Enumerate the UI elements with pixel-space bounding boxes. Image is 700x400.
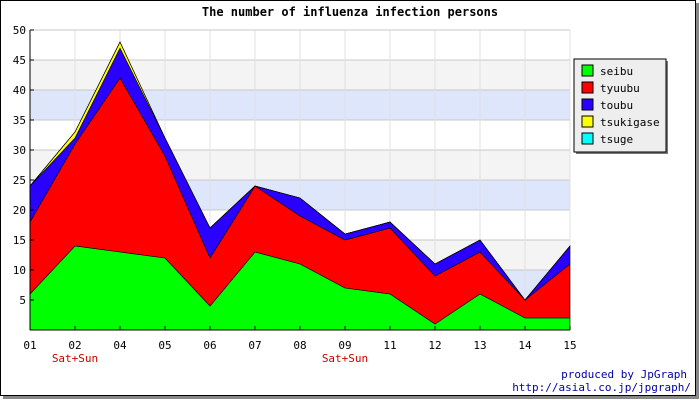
x-tick-label: 07 xyxy=(248,339,261,352)
sat-sun-annotation: Sat+Sun xyxy=(322,352,368,365)
x-tick-label: 14 xyxy=(518,339,532,352)
sat-sun-annotation: Sat+Sun xyxy=(52,352,98,365)
x-tick-label: 05 xyxy=(158,339,171,352)
legend-label-toubu: toubu xyxy=(600,99,633,112)
credit-line-2[interactable]: http://asial.co.jp/jpgraph/ xyxy=(512,381,691,394)
chart-title: The number of influenza infection person… xyxy=(202,5,498,19)
x-axis-ticks: 01 02 04 05 06 07 08 09 11 12 13 14 15 xyxy=(23,326,577,352)
x-tick-label: 01 xyxy=(23,339,36,352)
y-tick-label: 10 xyxy=(13,264,26,277)
area-tsuge xyxy=(29,41,571,301)
y-tick-label: 50 xyxy=(13,24,26,37)
x-tick-label: 13 xyxy=(473,339,486,352)
y-tick-label: 25 xyxy=(13,174,26,187)
x-tick-label: 11 xyxy=(383,339,396,352)
legend-label-seibu: seibu xyxy=(600,65,633,78)
x-tick-label: 15 xyxy=(563,339,576,352)
x-tick-label: 09 xyxy=(338,339,351,352)
legend: seibu tyuubu toubu tsukigase tsuge xyxy=(573,58,668,154)
y-tick-label: 20 xyxy=(13,204,26,217)
x-tick-label: 08 xyxy=(293,339,306,352)
legend-label-tsukigase: tsukigase xyxy=(600,116,660,129)
x-tick-label: 04 xyxy=(113,339,127,352)
y-tick-label: 15 xyxy=(13,234,26,247)
stacked-areas xyxy=(29,41,571,331)
y-tick-label: 35 xyxy=(13,114,26,127)
annotations: Sat+Sun Sat+Sun xyxy=(52,352,368,365)
y-axis-ticks: 5 10 15 20 25 30 35 40 45 50 xyxy=(13,24,34,307)
x-tick-label: 06 xyxy=(203,339,216,352)
legend-label-tyuubu: tyuubu xyxy=(600,82,640,95)
legend-swatch-tsuge xyxy=(581,132,594,145)
y-tick-label: 5 xyxy=(19,294,26,307)
x-tick-label: 02 xyxy=(68,339,81,352)
legend-swatch-seibu xyxy=(581,64,594,77)
y-tick-label: 45 xyxy=(13,54,26,67)
credit-line-1: produced by JpGraph xyxy=(561,368,687,381)
y-tick-label: 40 xyxy=(13,84,26,97)
y-tick-label: 30 xyxy=(13,144,26,157)
legend-swatch-toubu xyxy=(581,98,594,111)
legend-swatch-tyuubu xyxy=(581,81,594,94)
legend-swatch-tsukigase xyxy=(581,115,594,128)
x-tick-label: 12 xyxy=(428,339,441,352)
legend-label-tsuge: tsuge xyxy=(600,133,633,146)
